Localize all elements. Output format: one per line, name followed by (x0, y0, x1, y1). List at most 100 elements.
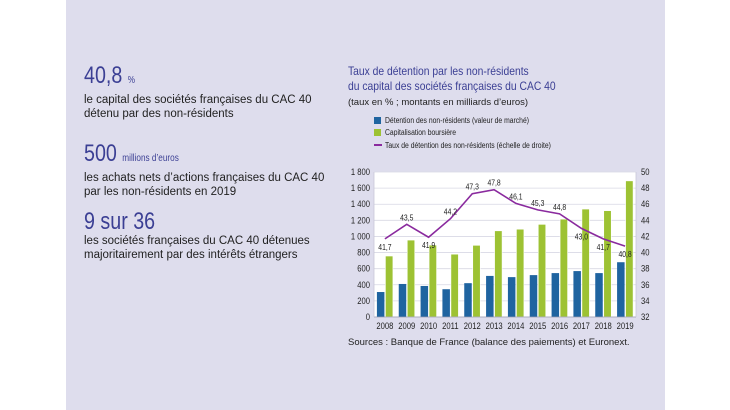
y-right-tick-label: 46 (641, 199, 650, 210)
bar-holdings (420, 285, 429, 317)
x-tick-label: 2017 (573, 320, 590, 331)
y-left-tick-label: 600 (357, 263, 370, 274)
stat-capital-share: 40,8 % le capital des sociétés française… (84, 64, 312, 121)
stat-desc-line: les achats nets d’actions françaises du … (84, 172, 325, 184)
x-tick-label: 2009 (398, 320, 415, 331)
y-left-tick-label: 1 400 (351, 199, 370, 210)
x-tick-label: 2011 (442, 320, 459, 331)
bar-market-cap (406, 239, 416, 318)
stat-desc-line: les sociétés françaises du CAC 40 détenu… (84, 235, 310, 247)
legend-item-rate: Taux de détention des non-résidents (éch… (374, 139, 580, 152)
chart-source: Sources : Banque de France (balance des … (348, 337, 630, 348)
legend-line-purple (374, 144, 382, 147)
y-right-tick-label: 48 (641, 182, 650, 193)
bar-market-cap (494, 230, 503, 318)
rate-data-label: 43,5 (400, 213, 413, 223)
x-tick-label: 2016 (551, 320, 568, 331)
bar-market-cap (537, 224, 547, 318)
stat-value: 9 sur 36 (84, 208, 156, 235)
rate-data-label: 41,9 (422, 241, 435, 251)
y-right-tick-label: 44 (641, 215, 650, 226)
stat-value: 500 (84, 140, 117, 167)
y-left-tick-label: 200 (357, 295, 370, 306)
legend-label: Capitalisation boursière (385, 128, 457, 138)
stat-desc-line: majoritairement par des intérêts étrange… (84, 249, 298, 261)
y-left-tick-label: 1 000 (351, 231, 370, 242)
legend-item-market-cap: Capitalisation boursière (374, 127, 580, 140)
bar-market-cap (581, 208, 590, 318)
x-tick-label: 2019 (617, 320, 634, 331)
bar-market-cap (428, 244, 437, 318)
stat-desc-line: détenu par des non-résidents (84, 108, 234, 120)
legend-swatch-blue (374, 116, 381, 124)
y-right-tick-label: 34 (641, 295, 650, 306)
bar-market-cap (516, 228, 525, 318)
y-left-tick-label: 1 800 (351, 166, 370, 177)
bar-holdings (529, 275, 538, 317)
bar-holdings (595, 273, 603, 317)
y-right-tick-label: 50 (641, 166, 650, 177)
legend-item-holdings: Détention des non-résidents (valeur de m… (374, 114, 580, 127)
rate-data-label: 47,3 (466, 182, 479, 192)
chart-title-line: du capital des sociétés françaises du CA… (348, 79, 556, 93)
chart-plot: 0 200 400 600 800 1 000 1 200 1 400 1 600 1 800 32… (351, 166, 650, 331)
y-right-tick-label: 40 (641, 247, 650, 258)
chart-title-line: Taux de détention par les non-résidents (348, 64, 529, 78)
rate-data-label: 44,8 (553, 202, 566, 212)
stat-unit: % (127, 75, 136, 86)
y-left-tick-label: 800 (357, 247, 370, 258)
y-left-tick-label: 1 200 (351, 215, 370, 226)
y-left-tick-label: 0 (366, 311, 371, 322)
y-right-tick-label: 38 (641, 263, 650, 274)
legend-swatch-green (374, 129, 381, 137)
bar-market-cap (472, 245, 481, 318)
chart-title: Taux de détention par les non-résidents … (348, 64, 556, 94)
x-tick-label: 2018 (595, 320, 612, 331)
stat-foreign-controlled: 9 sur 36 les sociétés françaises du CAC … (84, 210, 310, 262)
rate-data-label: 43,0 (575, 232, 588, 242)
stat-description: le capital des sociétés françaises du CA… (84, 93, 312, 121)
bar-holdings (486, 275, 494, 317)
stat-unit: millions d’euros (122, 153, 179, 164)
x-tick-label: 2010 (420, 320, 437, 331)
x-tick-label: 2013 (486, 320, 503, 331)
rate-data-label: 40,8 (618, 249, 631, 259)
x-tick-label: 2008 (376, 320, 393, 331)
rate-data-label: 44,2 (444, 207, 457, 217)
legend-label: Taux de détention des non-résidents (éch… (385, 140, 551, 150)
bar-holdings (507, 277, 516, 317)
stat-desc-line: le capital des sociétés françaises du CA… (84, 94, 312, 106)
rate-line (384, 188, 626, 247)
rate-data-label: 41,7 (378, 242, 391, 252)
bar-holdings (464, 283, 472, 317)
rate-data-label: 46,1 (509, 192, 522, 202)
chart-subtitle: (taux en % ; montants en milliards d’eur… (348, 97, 529, 108)
x-tick-label: 2012 (464, 320, 481, 331)
bar-market-cap (385, 255, 394, 318)
legend-label: Détention des non-résidents (valeur de m… (385, 115, 530, 125)
x-tick-label: 2014 (507, 320, 524, 331)
y-right-tick-label: 32 (641, 311, 650, 322)
bar-holdings (442, 289, 450, 317)
bar-holdings (551, 273, 560, 317)
y-right-tick-label: 42 (641, 231, 650, 242)
chart-legend: Détention des non-résidents (valeur de m… (374, 114, 580, 152)
rate-data-label: 47,8 (487, 178, 500, 188)
stat-desc-line: par les non-résidents en 2019 (84, 186, 237, 198)
bar-market-cap (559, 218, 568, 318)
bar-market-cap (603, 210, 612, 318)
y-left-tick-label: 400 (357, 279, 370, 290)
y-left-tick-label: 1 600 (351, 182, 370, 193)
stat-net-purchases: 500 millions d’euros les achats nets d’a… (84, 142, 324, 199)
rate-data-label: 45,3 (531, 198, 544, 208)
x-tick-label: 2015 (529, 320, 546, 331)
bar-holdings (376, 292, 385, 317)
stat-description: les achats nets d’actions françaises du … (84, 171, 324, 199)
rate-data-label: 41,7 (597, 242, 610, 252)
bar-holdings (573, 271, 581, 317)
y-right-tick-label: 36 (641, 279, 650, 290)
stat-description: les sociétés françaises du CAC 40 détenu… (84, 234, 310, 262)
bar-holdings (617, 262, 625, 317)
bar-market-cap (450, 253, 459, 318)
bar-holdings (398, 283, 407, 317)
